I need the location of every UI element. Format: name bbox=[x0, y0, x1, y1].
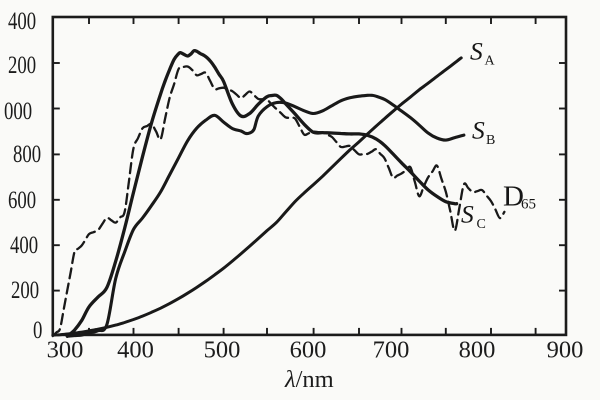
svg-text:800: 800 bbox=[459, 337, 496, 364]
svg-text:700: 700 bbox=[373, 337, 410, 364]
svg-text:65: 65 bbox=[521, 197, 536, 213]
svg-text:300: 300 bbox=[47, 337, 84, 364]
svg-text:A: A bbox=[485, 54, 496, 69]
svg-text:S: S bbox=[470, 37, 483, 66]
svg-text:500: 500 bbox=[204, 337, 241, 364]
svg-text:C: C bbox=[477, 217, 486, 232]
svg-text:S: S bbox=[461, 200, 474, 229]
svg-text:400: 400 bbox=[117, 337, 154, 364]
svg-text:S: S bbox=[472, 116, 485, 145]
svg-text:900: 900 bbox=[547, 337, 584, 364]
svg-text:λ/nm: λ/nm bbox=[284, 366, 334, 393]
svg-text:B: B bbox=[486, 133, 495, 148]
svg-text:600: 600 bbox=[290, 337, 327, 364]
svg-text:D: D bbox=[503, 181, 524, 213]
